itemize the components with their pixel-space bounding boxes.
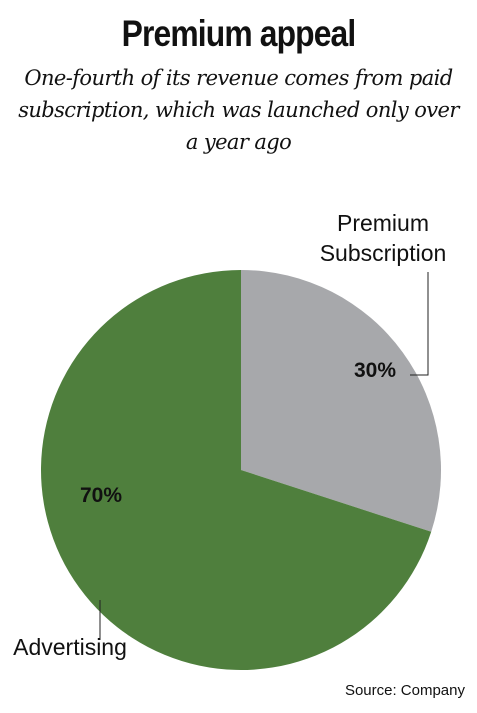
slice-value-label-2: 70%: [80, 484, 122, 507]
chart-title: Premium appeal: [121, 13, 357, 54]
slice-category-label-2-line-1: Advertising: [13, 634, 127, 660]
pie-slice-1: [241, 270, 441, 532]
slice-category-label-1-line-1: Premium: [337, 210, 429, 236]
slice-category-label-1-line-2: Subscription: [320, 240, 447, 266]
chart-subtitle: One-fourth of its revenue comes from pai…: [18, 66, 459, 154]
pie-slice-2: [41, 270, 432, 670]
source-note: Source: Company: [344, 682, 465, 699]
slice-value-label-1: 30%: [354, 359, 396, 382]
leader-line-1: [410, 272, 429, 376]
